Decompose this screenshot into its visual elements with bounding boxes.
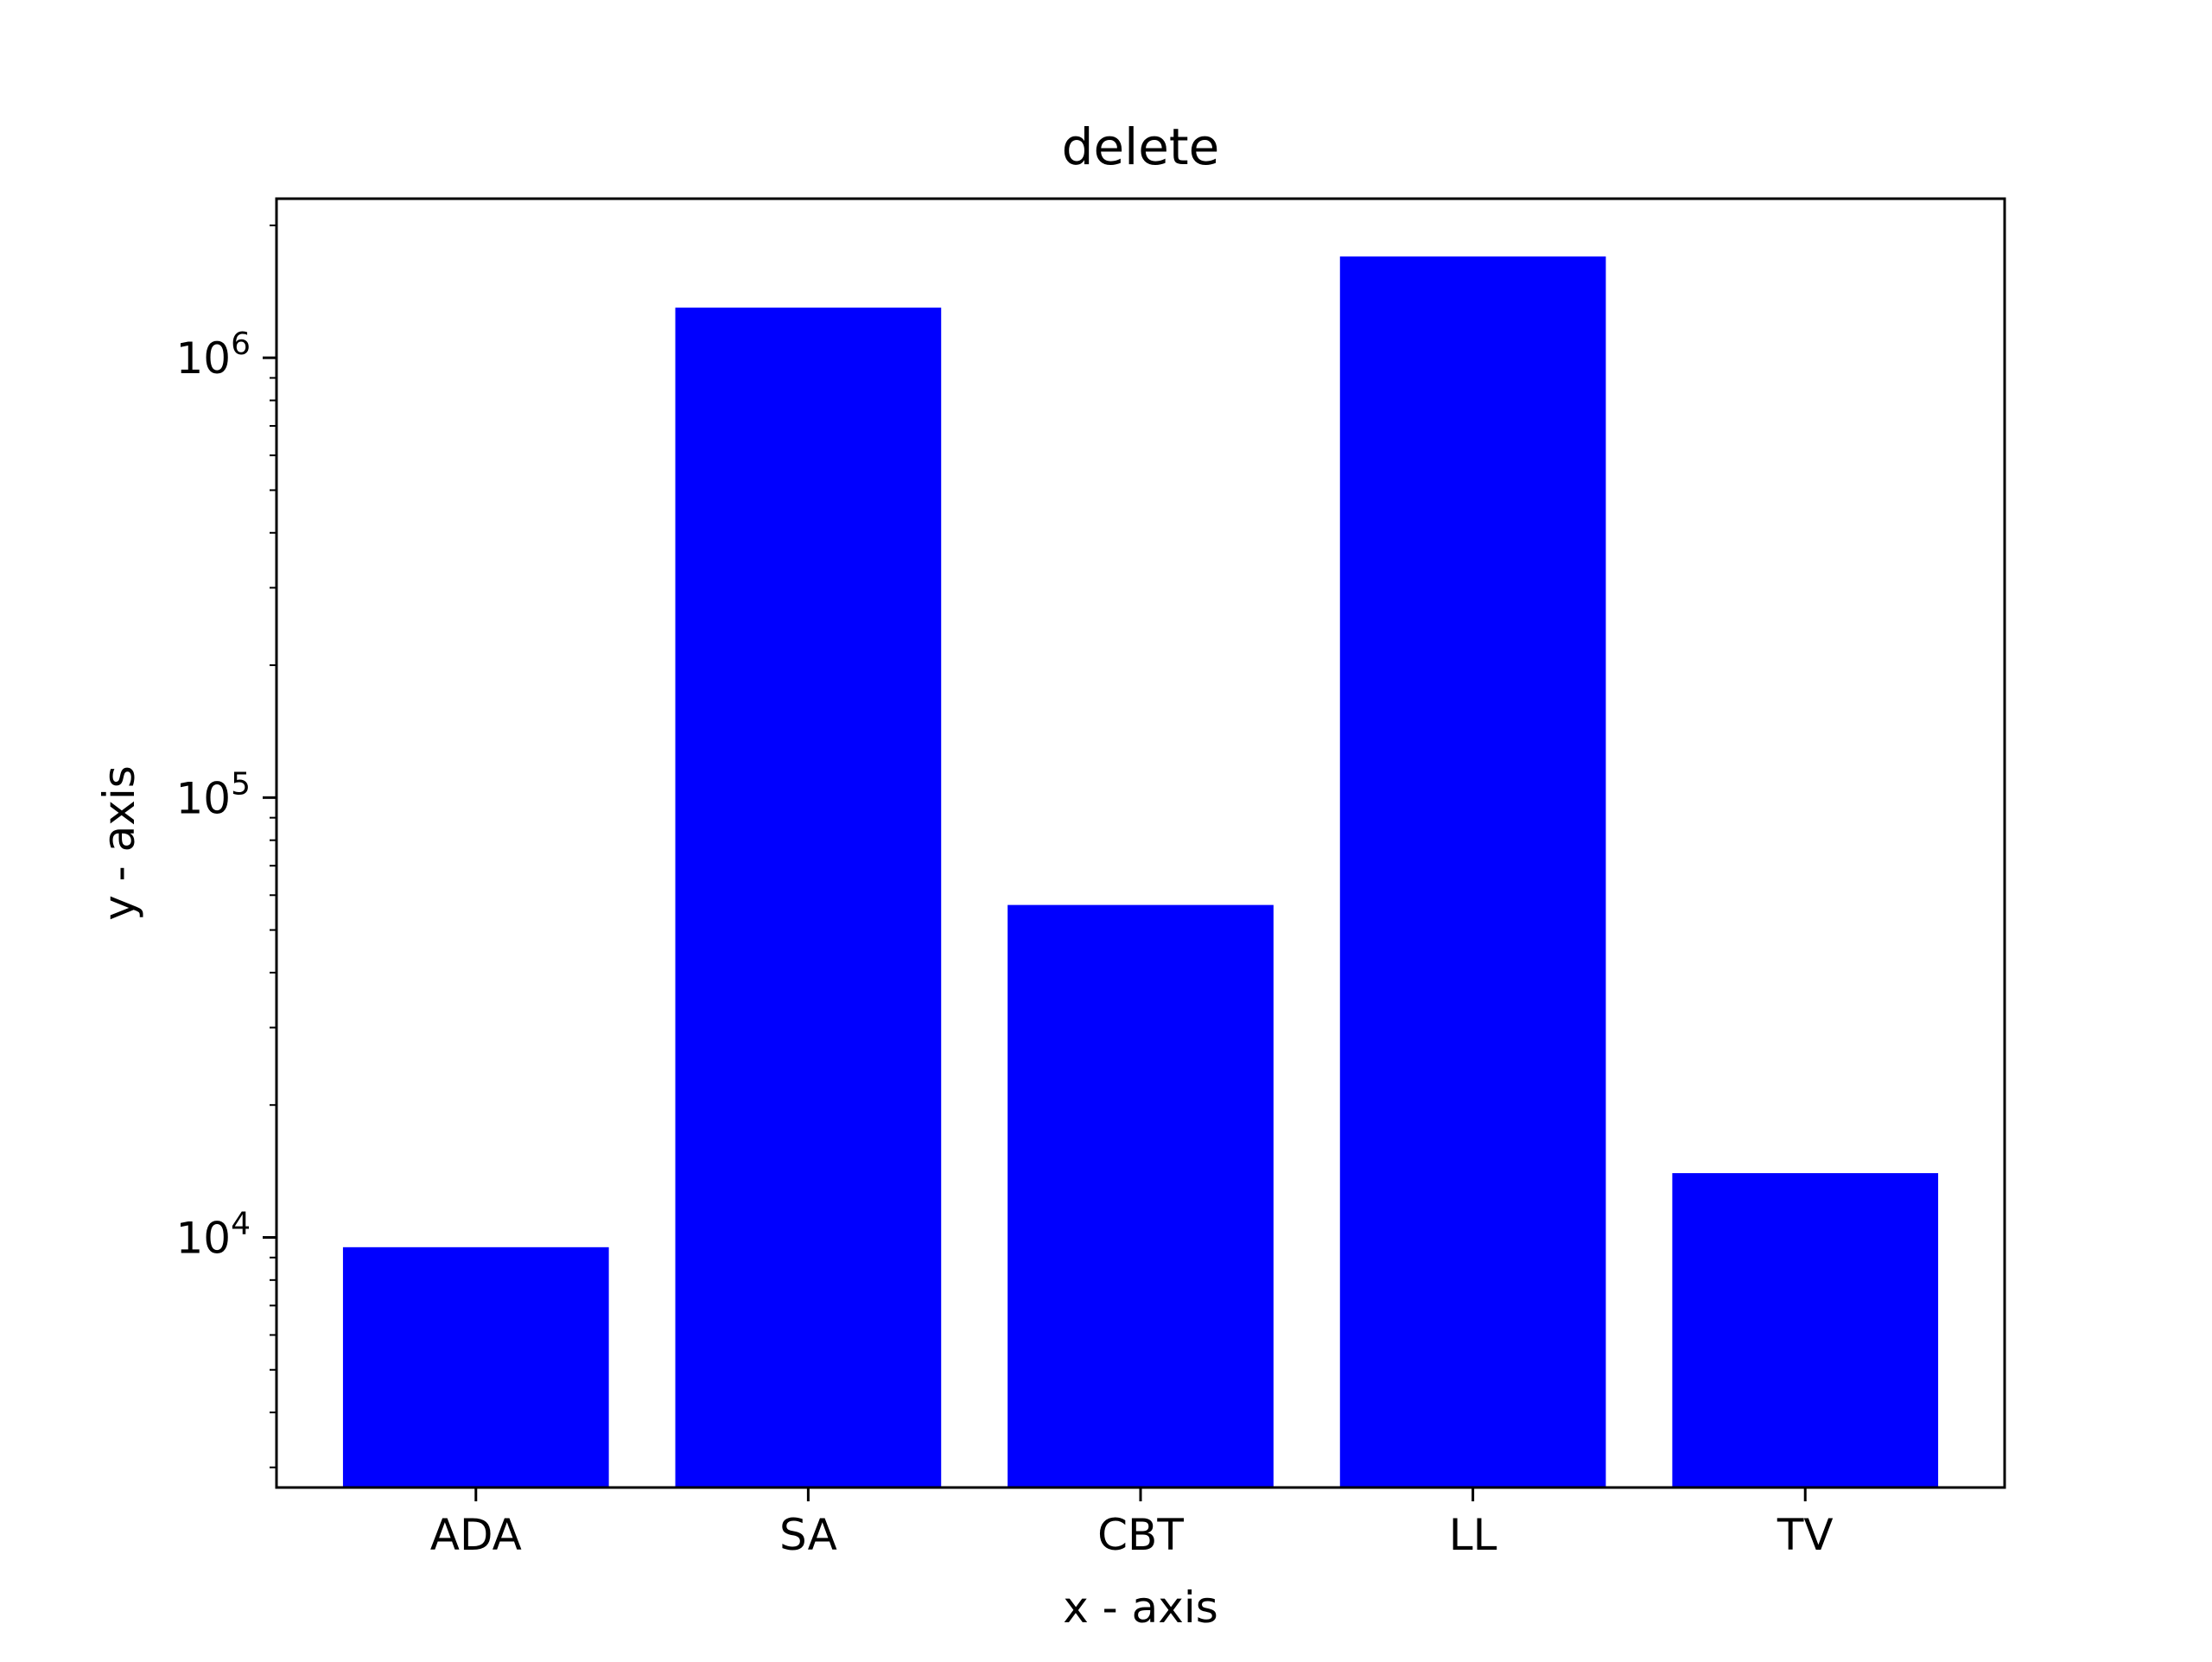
y-tick-label: 105 xyxy=(175,766,251,823)
y-axis-label: y - axis xyxy=(94,765,144,921)
x-tick-label: CBT xyxy=(1097,1510,1184,1560)
bar xyxy=(675,308,942,1488)
bar xyxy=(342,1246,609,1488)
plot-area: ADA SA CBT LL TV 104 105 106 xyxy=(175,224,1939,1560)
bar xyxy=(1007,904,1274,1488)
y-tick-label: 106 xyxy=(175,327,251,384)
x-tick-label: ADA xyxy=(430,1510,522,1560)
x-axis-label: x - axis xyxy=(1063,1583,1218,1633)
bar xyxy=(1672,1173,1939,1488)
chart-title: delete xyxy=(1062,117,1220,176)
axes-frame xyxy=(275,197,2006,1489)
y-tick-label: 104 xyxy=(175,1206,251,1263)
x-tick-label: SA xyxy=(779,1510,837,1560)
x-tick-label: LL xyxy=(1449,1510,1497,1560)
bar xyxy=(1339,256,1606,1488)
x-tick-label: TV xyxy=(1777,1510,1834,1560)
